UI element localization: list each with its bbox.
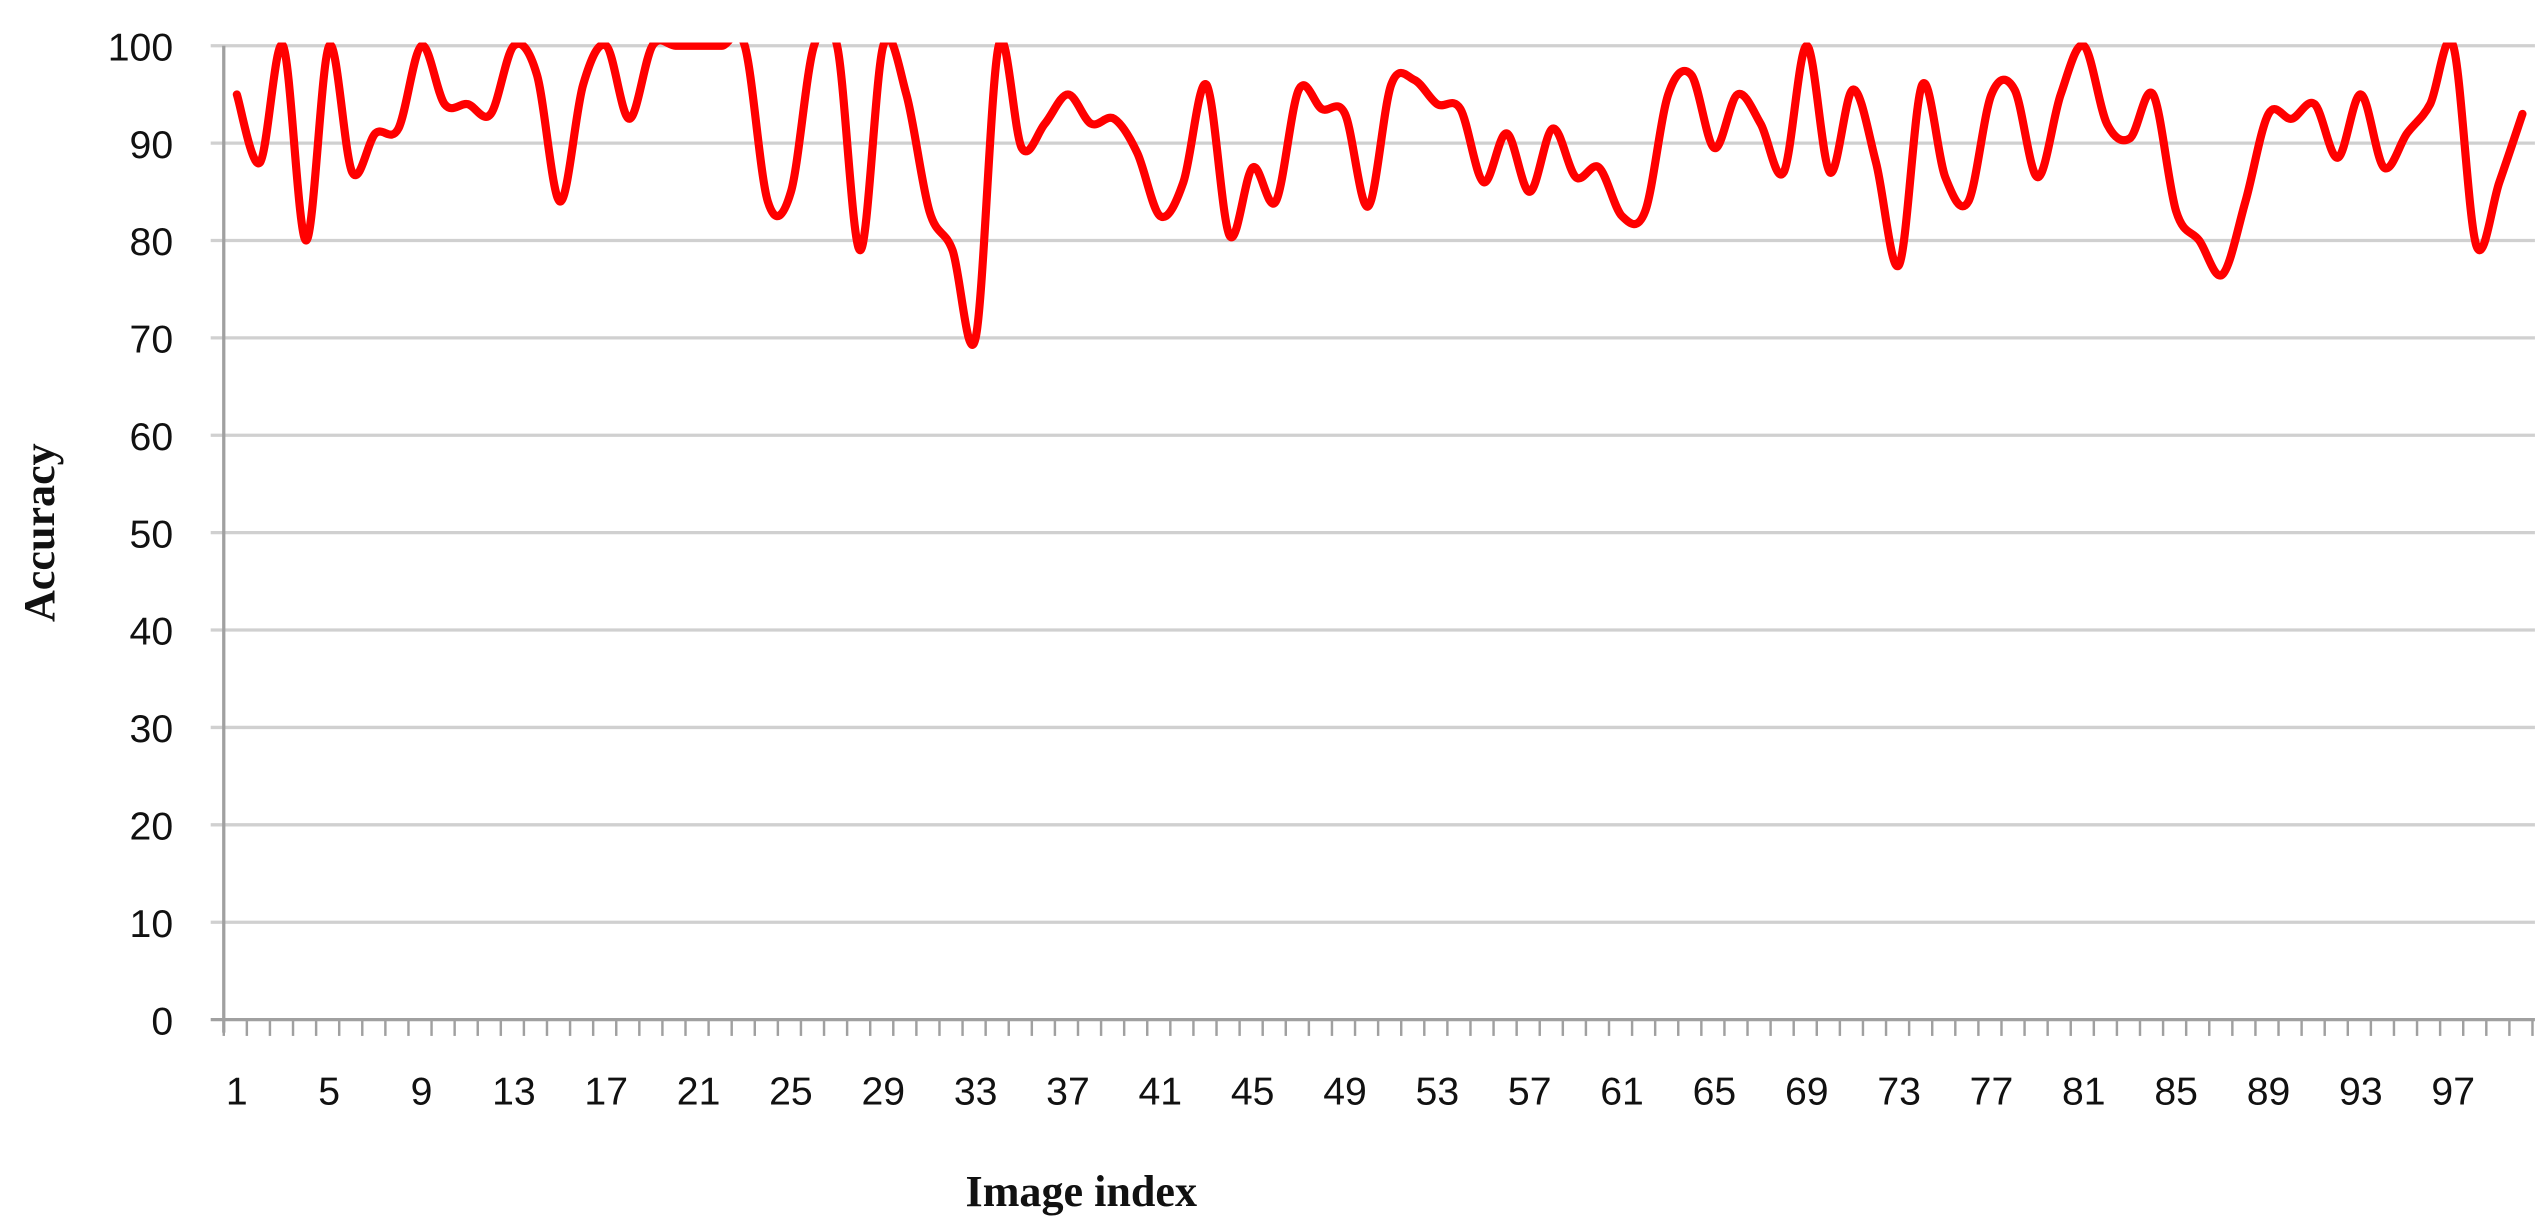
x-tick-label: 21 <box>677 1071 721 1114</box>
x-tick-label: 33 <box>954 1071 998 1114</box>
x-tick-label: 97 <box>2431 1071 2475 1114</box>
x-tick-label: 9 <box>411 1071 433 1114</box>
x-tick-label: 25 <box>769 1071 813 1114</box>
x-tick-label: 1 <box>226 1071 248 1114</box>
y-tick-label: 90 <box>130 124 174 167</box>
x-tick-label: 89 <box>2247 1071 2291 1114</box>
x-tick-label: 85 <box>2154 1071 2198 1114</box>
y-tick-label: 60 <box>130 416 174 459</box>
y-tick-label: 70 <box>130 319 174 362</box>
y-tick-label: 10 <box>130 903 174 946</box>
y-tick-label: 40 <box>130 611 174 654</box>
y-tick-label: 100 <box>108 26 173 69</box>
y-axis-ticks: 0 10 20 30 40 50 60 70 80 90 100 <box>108 26 173 1043</box>
accuracy-series-line <box>232 42 2527 349</box>
x-tick-label: 49 <box>1323 1071 1367 1114</box>
x-tick-label: 65 <box>1693 1071 1737 1114</box>
x-tick-label: 45 <box>1231 1071 1275 1114</box>
y-tick-label: 30 <box>130 708 174 751</box>
x-tick-label: 17 <box>584 1071 628 1114</box>
x-tick-label: 41 <box>1139 1071 1183 1114</box>
x-tick-label: 61 <box>1600 1071 1644 1114</box>
x-tick-label: 73 <box>1877 1071 1921 1114</box>
x-tick-label: 77 <box>1970 1071 2014 1114</box>
x-tick-label: 69 <box>1785 1071 1829 1114</box>
x-tick-label: 53 <box>1416 1071 1460 1114</box>
y-tick-label: 50 <box>130 513 174 556</box>
x-tick-label: 13 <box>492 1071 536 1114</box>
x-tick-label: 29 <box>861 1071 905 1114</box>
y-tick-label: 0 <box>151 1000 173 1043</box>
y-axis-title: Accuracy <box>15 443 64 622</box>
x-tick-label: 5 <box>318 1071 340 1114</box>
y-tick-label: 80 <box>130 221 174 264</box>
x-tick-label: 93 <box>2339 1071 2383 1114</box>
y-tick-label: 20 <box>130 806 174 849</box>
x-axis <box>222 45 2534 1036</box>
x-axis-tick-labels: 1 5 9 13 17 21 25 29 33 37 41 45 49 53 57 61 65 69 73 77 81 8… <box>226 1071 2475 1114</box>
x-tick-label: 37 <box>1046 1071 1090 1114</box>
x-axis-title: Image index <box>966 1167 1197 1216</box>
x-tick-label: 57 <box>1508 1071 1552 1114</box>
x-tick-label: 81 <box>2062 1071 2106 1114</box>
data-points <box>236 45 2523 339</box>
